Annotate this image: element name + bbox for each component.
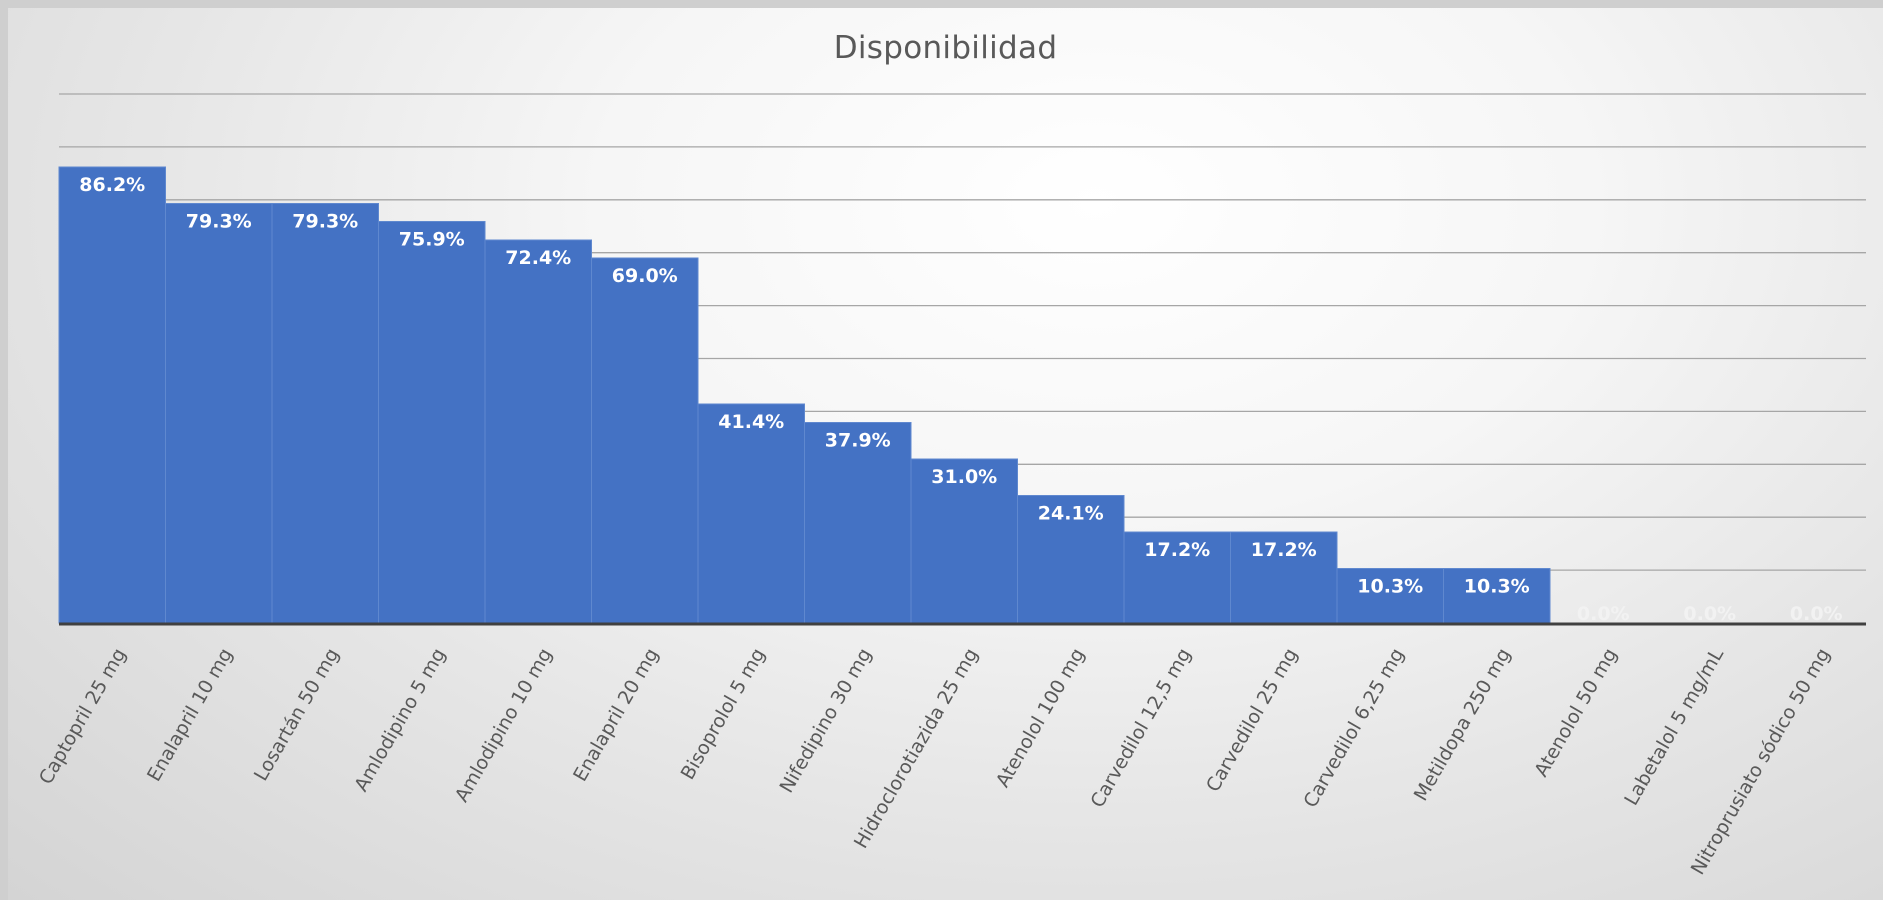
data-labels: 86.2% 79.3% 79.3% 75.9% 72.4% 69.0% 41.4% 37.9%… [79,174,1842,625]
x-tick-label: Enalapril 10 mg [143,645,237,786]
data-label: 75.9% [399,228,465,250]
data-label: 0.0% [1577,603,1630,625]
bar [697,403,805,624]
data-label: 17.2% [1144,539,1210,561]
bar-chart: 86.2% 79.3% 79.3% 75.9% 72.4% 69.0% 41.4% 37.9%… [35,93,1866,879]
data-label: 41.4% [718,411,784,433]
bar [1123,531,1231,624]
chart-title: Disponibilidad [833,30,1058,66]
x-tick-label: Captopril 25 mg [35,645,131,789]
bar [58,166,166,624]
x-tick-label: Carvedilol 12,5 mg [1086,645,1195,812]
data-label: 37.9% [825,430,891,452]
x-tick-label: Nifedipino 30 mg [776,645,877,797]
x-tick-labels: Captopril 25 mg Enalapril 10 mg Losartán 5… [35,644,1835,878]
bars [58,166,1551,624]
data-label: 0.0% [1683,603,1736,625]
data-label: 72.4% [505,247,571,269]
x-tick-label: Amlodipino 10 mg [451,645,557,806]
x-tick-label: Hidroclorotiazida 25 mg [850,645,983,853]
x-tick-label: Carvedilol 25 mg [1202,645,1302,796]
data-label: 10.3% [1464,576,1530,598]
bar [378,220,486,624]
data-label: 31.0% [931,466,997,488]
x-tick-label: Metildopa 250 mg [1410,645,1515,805]
data-label: 10.3% [1357,576,1423,598]
x-tick-label: Bisoprolol 5 mg [677,645,770,784]
x-tick-label: Atenolol 100 mg [992,645,1089,792]
data-label: 17.2% [1251,539,1317,561]
bar [1336,568,1444,624]
x-tick-label: Atenolol 50 mg [1530,645,1621,781]
x-tick-label: Labetalol 5 mg/mL [1620,644,1728,809]
bar [1017,495,1125,624]
data-label: 69.0% [612,265,678,287]
bar [484,239,592,624]
chart-panel: Disponibilidad 86.2% 79.3% 79.3% 75.9% 72.4%… [8,8,1883,900]
data-label: 79.3% [292,211,358,233]
data-label: 79.3% [186,211,252,233]
x-tick-label: Carvedilol 6,25 mg [1299,645,1408,812]
x-tick-label: Losartán 50 mg [250,645,344,785]
x-tick-label: Amlodipino 5 mg [350,645,450,796]
bar [165,203,273,624]
data-label: 86.2% [79,174,145,196]
x-tick-label: Enalapril 20 mg [569,645,663,786]
data-label: 0.0% [1790,603,1843,625]
bar [271,203,379,624]
data-label: 24.1% [1038,503,1104,525]
bar [804,422,912,624]
bar [591,257,699,624]
bar [910,458,1018,624]
